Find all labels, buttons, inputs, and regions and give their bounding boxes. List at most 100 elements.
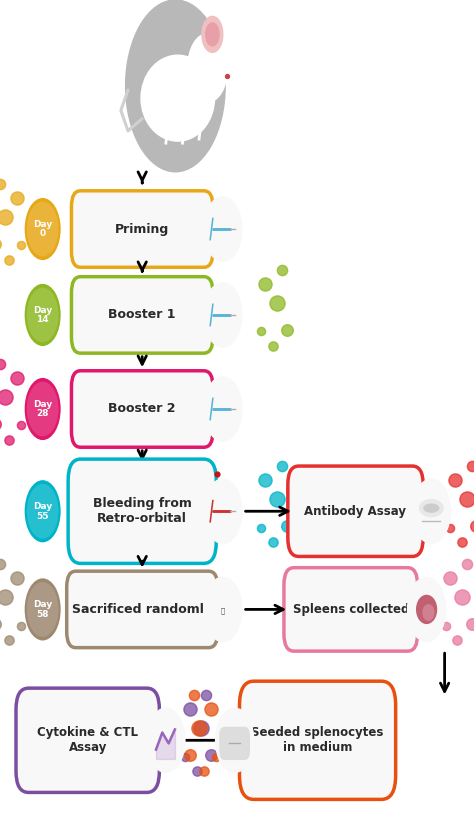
Point xyxy=(0,178,4,191)
Circle shape xyxy=(206,23,219,46)
FancyBboxPatch shape xyxy=(72,276,213,353)
Point xyxy=(41,703,49,716)
Circle shape xyxy=(205,284,241,346)
Point xyxy=(213,468,221,481)
Point xyxy=(269,536,276,549)
Point xyxy=(352,750,359,763)
Point xyxy=(273,296,281,309)
Point xyxy=(212,750,219,763)
Point xyxy=(1,591,9,604)
Circle shape xyxy=(202,16,223,52)
Point xyxy=(257,325,264,338)
Point xyxy=(198,721,205,735)
Point xyxy=(269,339,276,353)
Point xyxy=(278,460,286,473)
Circle shape xyxy=(126,0,225,172)
Point xyxy=(1,210,9,223)
Point xyxy=(207,703,215,716)
Point xyxy=(373,689,381,702)
Text: 🎗: 🎗 xyxy=(221,608,225,614)
Point xyxy=(283,323,291,336)
Circle shape xyxy=(25,284,61,346)
FancyBboxPatch shape xyxy=(284,568,418,651)
Circle shape xyxy=(27,202,58,256)
Point xyxy=(18,239,25,252)
Point xyxy=(273,492,281,506)
Point xyxy=(6,634,13,647)
Point xyxy=(283,519,291,533)
Circle shape xyxy=(205,578,241,640)
Point xyxy=(191,689,198,702)
Point xyxy=(193,765,201,778)
Ellipse shape xyxy=(423,605,434,620)
Point xyxy=(458,536,466,549)
Circle shape xyxy=(25,198,61,260)
Circle shape xyxy=(25,480,61,542)
FancyBboxPatch shape xyxy=(72,371,213,447)
Point xyxy=(468,460,474,473)
FancyBboxPatch shape xyxy=(239,681,396,799)
Point xyxy=(262,277,269,290)
Circle shape xyxy=(217,709,253,771)
Point xyxy=(223,70,230,83)
Point xyxy=(257,521,264,534)
Ellipse shape xyxy=(419,500,443,517)
FancyBboxPatch shape xyxy=(68,459,216,564)
Circle shape xyxy=(27,382,58,436)
Text: Seeded splenocytes
in medium: Seeded splenocytes in medium xyxy=(251,726,384,754)
Circle shape xyxy=(148,709,184,771)
Text: Day
0: Day 0 xyxy=(33,220,52,238)
Point xyxy=(364,765,371,778)
Text: Spleens collected: Spleens collected xyxy=(292,603,409,616)
Point xyxy=(458,591,466,604)
Point xyxy=(378,748,385,762)
Point xyxy=(20,748,27,762)
Point xyxy=(442,619,449,632)
FancyBboxPatch shape xyxy=(220,727,249,759)
Circle shape xyxy=(27,484,58,538)
Point xyxy=(13,191,20,204)
Point xyxy=(0,357,4,371)
Text: Booster 2: Booster 2 xyxy=(109,402,176,416)
Point xyxy=(18,419,25,432)
Text: Booster 1: Booster 1 xyxy=(109,308,176,321)
Text: Day
14: Day 14 xyxy=(33,306,52,324)
Circle shape xyxy=(27,288,58,342)
Point xyxy=(473,519,474,533)
Circle shape xyxy=(413,480,449,542)
Text: Cytokine & CTL
Assay: Cytokine & CTL Assay xyxy=(37,726,138,754)
Point xyxy=(6,434,13,447)
Text: Antibody Assay: Antibody Assay xyxy=(304,505,407,518)
Point xyxy=(13,572,20,585)
Point xyxy=(181,750,189,763)
FancyBboxPatch shape xyxy=(16,688,159,793)
Point xyxy=(34,765,42,778)
Point xyxy=(447,521,454,534)
FancyBboxPatch shape xyxy=(288,466,423,556)
Point xyxy=(6,254,13,267)
Text: Sacrificed randomly: Sacrificed randomly xyxy=(72,603,212,616)
Ellipse shape xyxy=(417,596,437,623)
Ellipse shape xyxy=(141,55,214,141)
Point xyxy=(1,390,9,403)
Text: Day
55: Day 55 xyxy=(33,502,52,520)
Circle shape xyxy=(27,582,58,636)
Point xyxy=(186,748,193,762)
Point xyxy=(454,634,461,647)
Circle shape xyxy=(205,480,241,542)
Point xyxy=(468,618,474,631)
Point xyxy=(207,748,215,762)
Text: Priming: Priming xyxy=(115,222,169,236)
Point xyxy=(200,765,208,778)
Point xyxy=(0,558,4,571)
Circle shape xyxy=(25,378,61,440)
Point xyxy=(25,689,32,702)
Circle shape xyxy=(205,198,241,260)
Text: Day
58: Day 58 xyxy=(33,600,52,618)
FancyBboxPatch shape xyxy=(67,571,218,648)
Point xyxy=(447,572,454,585)
Point xyxy=(463,492,471,506)
Point xyxy=(463,558,471,571)
Point xyxy=(368,721,376,735)
Point xyxy=(356,703,364,716)
